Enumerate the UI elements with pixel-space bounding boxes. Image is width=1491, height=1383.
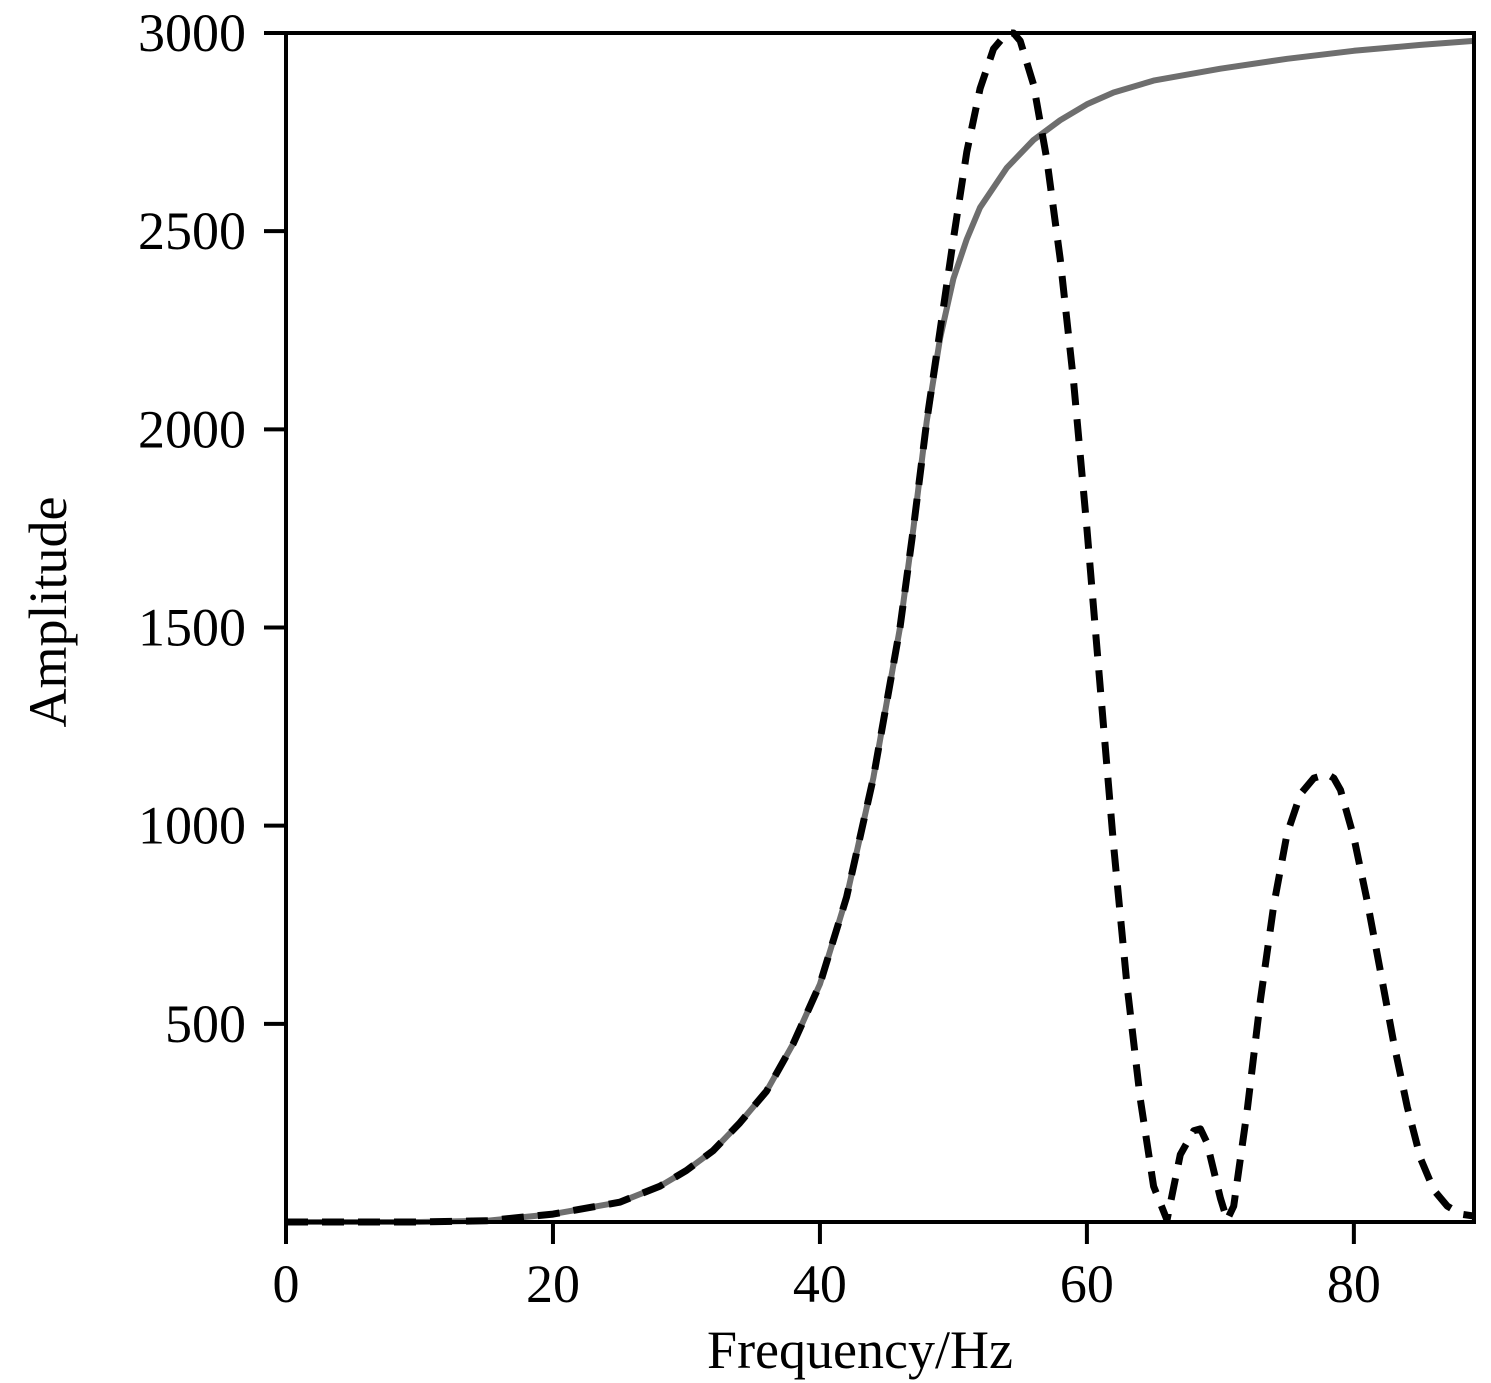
series-line-dashed [286,29,1475,1226]
x-axis-title: Frequency/Hz [707,1320,1013,1380]
tick-layer: 0 20 40 60 80 500 1000 1500 2000 2500 3000 [138,3,1381,1314]
series-layer [286,29,1475,1226]
y-tick-label: 2000 [138,399,246,459]
y-tick-label: 3000 [138,3,246,63]
series-line-solid [286,37,1475,1225]
y-tick-label: 500 [165,994,246,1054]
x-tick-label: 60 [1060,1254,1114,1314]
plot-frame [284,31,1476,1224]
y-tick-label: 1500 [138,598,246,658]
y-axis-title: Amplitude [18,497,78,728]
y-tick-label: 1000 [138,796,246,856]
x-tick-label: 80 [1327,1254,1381,1314]
x-tick-label: 40 [793,1254,847,1314]
y-tick-label: 2500 [138,201,246,261]
x-tick-label: 20 [526,1254,580,1314]
x-tick-label: 0 [273,1254,300,1314]
